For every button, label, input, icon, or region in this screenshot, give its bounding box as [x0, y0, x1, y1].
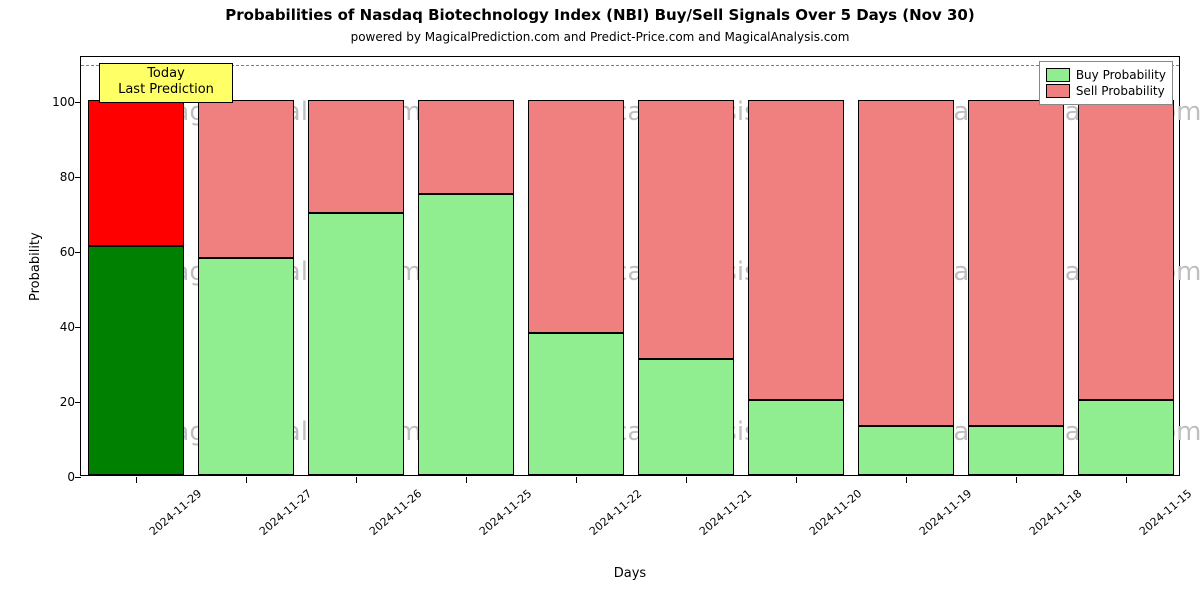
bar-sell	[1078, 100, 1175, 400]
y-axis-label: Probability	[28, 232, 43, 301]
y-tick-label: 20	[60, 395, 75, 409]
y-tick-label: 80	[60, 170, 75, 184]
bar-buy	[748, 400, 845, 475]
x-tick-label: 2024-11-21	[697, 487, 754, 538]
bar-sell	[638, 100, 735, 359]
bar-slot	[198, 55, 295, 475]
y-tick-mark	[75, 477, 81, 478]
y-tick-mark	[75, 102, 81, 103]
x-tick-label: 2024-11-18	[1027, 487, 1084, 538]
x-tick-mark	[1126, 477, 1127, 483]
x-tick-label: 2024-11-25	[477, 487, 534, 538]
legend-label: Buy Probability	[1076, 68, 1166, 82]
legend: Buy Probability Sell Probability	[1039, 61, 1173, 105]
bar-sell	[88, 100, 185, 246]
chart-title: Probabilities of Nasdaq Biotechnology In…	[0, 6, 1200, 24]
chart-container: Probabilities of Nasdaq Biotechnology In…	[0, 0, 1200, 600]
bar-sell	[308, 100, 405, 213]
x-tick-label: 2024-11-22	[587, 487, 644, 538]
x-tick-mark	[356, 477, 357, 483]
bar-buy	[418, 194, 515, 475]
y-tick-label: 100	[52, 95, 75, 109]
x-tick-label: 2024-11-27	[257, 487, 314, 538]
bar-sell	[858, 100, 955, 426]
x-axis-label: Days	[530, 566, 730, 581]
y-tick-mark	[75, 327, 81, 328]
bar-slot	[748, 55, 845, 475]
bar-buy	[308, 213, 405, 476]
x-tick-label: 2024-11-29	[147, 487, 204, 538]
bar-slot	[308, 55, 405, 475]
bar-buy	[968, 426, 1065, 475]
bar-buy	[528, 333, 625, 476]
y-tick-label: 40	[60, 320, 75, 334]
chart-subtitle: powered by MagicalPrediction.com and Pre…	[0, 30, 1200, 44]
bar-buy	[198, 258, 295, 476]
y-tick-label: 60	[60, 245, 75, 259]
y-tick-mark	[75, 177, 81, 178]
legend-swatch	[1046, 84, 1070, 98]
legend-swatch	[1046, 68, 1070, 82]
bar-buy	[858, 426, 955, 475]
bar-buy	[88, 246, 185, 475]
x-tick-mark	[686, 477, 687, 483]
bar-sell	[748, 100, 845, 400]
bar-buy	[638, 359, 735, 475]
bar-sell	[528, 100, 625, 333]
plot-area: MagicalAnalysis.comMagicalAnalysis.comMa…	[80, 56, 1180, 476]
y-tick-mark	[75, 252, 81, 253]
today-annotation: TodayLast Prediction	[99, 63, 233, 103]
bar-slot	[528, 55, 625, 475]
bar-slot	[418, 55, 515, 475]
legend-item: Sell Probability	[1046, 84, 1166, 98]
legend-label: Sell Probability	[1076, 84, 1165, 98]
bar-slot	[1078, 55, 1175, 475]
x-tick-label: 2024-11-20	[807, 487, 864, 538]
y-tick-label: 0	[67, 470, 75, 484]
y-tick-mark	[75, 402, 81, 403]
x-tick-mark	[576, 477, 577, 483]
bar-sell	[418, 100, 515, 194]
x-tick-mark	[1016, 477, 1017, 483]
bar-buy	[1078, 400, 1175, 475]
bar-slot	[858, 55, 955, 475]
bar-sell	[198, 100, 295, 258]
bar-slot	[88, 55, 185, 475]
x-tick-mark	[796, 477, 797, 483]
x-tick-mark	[136, 477, 137, 483]
bar-sell	[968, 100, 1065, 426]
x-tick-mark	[906, 477, 907, 483]
bar-slot	[638, 55, 735, 475]
x-tick-label: 2024-11-26	[367, 487, 424, 538]
x-tick-mark	[466, 477, 467, 483]
x-tick-label: 2024-11-19	[917, 487, 974, 538]
x-tick-mark	[246, 477, 247, 483]
legend-item: Buy Probability	[1046, 68, 1166, 82]
x-tick-label: 2024-11-15	[1137, 487, 1194, 538]
today-annotation-line1: Today	[104, 66, 228, 82]
today-annotation-line2: Last Prediction	[104, 82, 228, 98]
bar-slot	[968, 55, 1065, 475]
